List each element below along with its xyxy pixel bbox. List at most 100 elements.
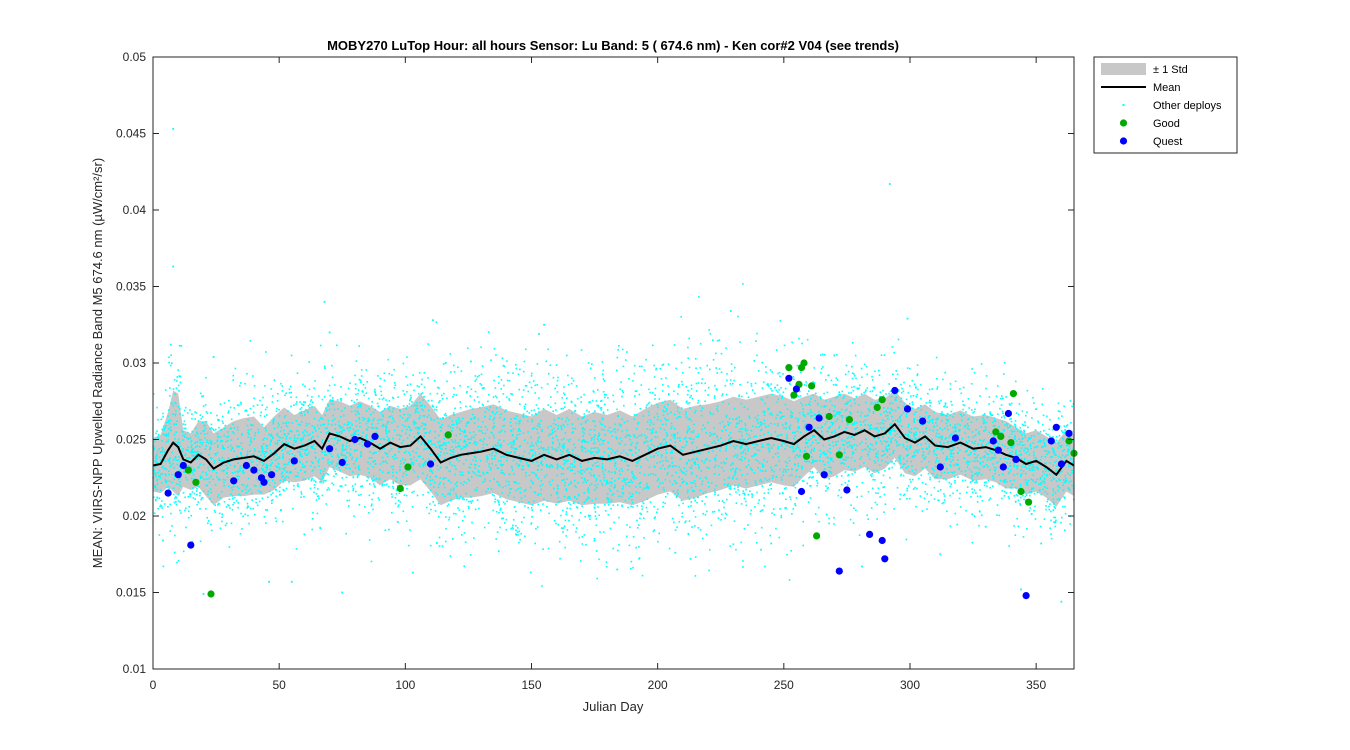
other-deploy-point — [162, 565, 165, 568]
other-deploy-point — [448, 479, 450, 482]
other-deploy-point — [456, 458, 458, 460]
other-deploy-point — [166, 458, 169, 461]
other-deploy-point — [213, 429, 215, 432]
other-deploy-point — [165, 421, 168, 424]
other-deploy-point — [300, 469, 302, 471]
other-deploy-point — [718, 500, 720, 502]
other-deploy-point — [192, 469, 195, 471]
other-deploy-point — [196, 458, 198, 460]
other-deploy-point — [674, 480, 676, 482]
other-deploy-point — [297, 485, 300, 488]
other-deploy-point — [182, 450, 184, 452]
other-deploy-point — [635, 486, 637, 488]
other-deploy-point — [647, 487, 650, 490]
other-deploy-point — [607, 447, 610, 450]
other-deploy-point — [593, 475, 595, 478]
other-deploy-point — [705, 533, 708, 536]
other-deploy-point — [195, 427, 197, 429]
other-deploy-point — [796, 481, 799, 484]
other-deploy-point — [474, 380, 476, 382]
other-deploy-point — [927, 392, 929, 395]
other-deploy-point — [756, 332, 758, 335]
other-deploy-point — [713, 510, 716, 513]
other-deploy-point — [647, 474, 650, 476]
other-deploy-point — [522, 468, 525, 471]
other-deploy-point — [390, 466, 393, 468]
other-deploy-point — [246, 454, 248, 456]
other-deploy-point — [748, 459, 750, 462]
other-deploy-point — [992, 463, 994, 465]
other-deploy-point — [1010, 420, 1013, 423]
other-deploy-point — [970, 383, 973, 385]
other-deploy-point — [699, 367, 702, 369]
other-deploy-point — [501, 511, 504, 514]
other-deploy-point — [409, 399, 411, 402]
other-deploy-point — [327, 461, 329, 464]
other-deploy-point — [638, 492, 641, 495]
other-deploy-point — [585, 481, 587, 484]
other-deploy-point — [307, 434, 309, 436]
other-deploy-point — [283, 429, 285, 432]
other-deploy-point — [888, 383, 890, 385]
other-deploy-point — [172, 413, 174, 415]
other-deploy-point — [270, 493, 272, 496]
other-deploy-point — [309, 406, 311, 409]
other-deploy-point — [780, 476, 783, 479]
other-deploy-point — [487, 488, 489, 490]
other-deploy-point — [179, 381, 182, 384]
other-deploy-point — [314, 466, 316, 469]
other-deploy-point — [1071, 469, 1073, 472]
other-deploy-point — [742, 440, 744, 443]
other-deploy-point — [595, 550, 598, 552]
other-deploy-point — [653, 529, 656, 531]
other-deploy-point — [287, 432, 289, 435]
other-deploy-point — [502, 501, 505, 504]
other-deploy-point — [890, 441, 893, 444]
other-deploy-point — [567, 383, 570, 386]
other-deploy-point — [499, 430, 502, 433]
other-deploy-point — [1014, 425, 1017, 428]
other-deploy-point — [980, 463, 982, 465]
other-deploy-point — [566, 529, 569, 531]
other-deploy-point — [503, 440, 505, 442]
other-deploy-point — [796, 454, 799, 457]
other-deploy-point — [176, 420, 178, 423]
other-deploy-point — [585, 544, 587, 546]
other-deploy-point — [267, 472, 269, 474]
other-deploy-point — [464, 445, 467, 447]
other-deploy-point — [869, 390, 872, 393]
other-deploy-point — [673, 427, 676, 430]
other-deploy-point — [534, 491, 537, 494]
other-deploy-point — [574, 465, 576, 468]
other-deploy-point — [256, 504, 259, 507]
other-deploy-point — [207, 520, 210, 522]
other-deploy-point — [449, 453, 452, 456]
other-deploy-point — [566, 354, 568, 357]
other-deploy-point — [700, 414, 703, 417]
other-deploy-point — [468, 479, 471, 482]
other-deploy-point — [735, 426, 737, 428]
other-deploy-point — [429, 544, 432, 547]
other-deploy-point — [441, 493, 444, 496]
other-deploy-point — [825, 490, 827, 492]
other-deploy-point — [944, 427, 946, 430]
other-deploy-point — [674, 493, 676, 495]
other-deploy-point — [694, 500, 696, 502]
other-deploy-point — [435, 321, 438, 323]
other-deploy-point — [761, 399, 764, 401]
other-deploy-point — [687, 418, 690, 421]
other-deploy-point — [442, 444, 444, 446]
other-deploy-point — [232, 374, 235, 377]
other-deploy-point — [357, 429, 359, 432]
other-deploy-point — [389, 444, 391, 446]
other-deploy-point — [572, 380, 575, 382]
other-deploy-point — [419, 405, 422, 407]
other-deploy-point — [645, 506, 648, 509]
other-deploy-point — [374, 388, 376, 391]
other-deploy-point — [332, 466, 334, 469]
other-deploy-point — [626, 351, 628, 353]
other-deploy-point — [470, 463, 472, 465]
other-deploy-point — [190, 451, 193, 454]
other-deploy-point — [192, 474, 195, 476]
other-deploy-point — [681, 407, 683, 409]
